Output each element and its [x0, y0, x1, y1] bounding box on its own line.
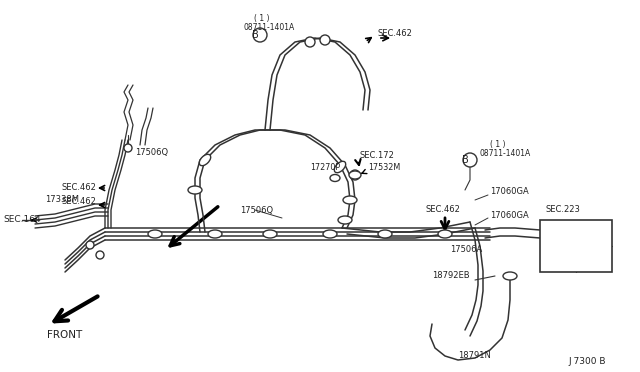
Circle shape — [320, 35, 330, 45]
Text: ( 1 ): ( 1 ) — [254, 15, 269, 23]
Ellipse shape — [323, 230, 337, 238]
Text: B: B — [461, 155, 468, 165]
Circle shape — [86, 241, 94, 249]
Text: 17532M: 17532M — [368, 164, 400, 173]
Text: 17506Q: 17506Q — [135, 148, 168, 157]
Bar — [540, 220, 612, 272]
Text: FRONT: FRONT — [47, 330, 83, 340]
Ellipse shape — [503, 272, 517, 280]
Text: 17338M: 17338M — [45, 196, 79, 205]
Ellipse shape — [349, 171, 361, 179]
Ellipse shape — [208, 230, 222, 238]
Text: 08711-1401A: 08711-1401A — [244, 22, 295, 32]
Ellipse shape — [343, 196, 357, 204]
Circle shape — [463, 153, 477, 167]
Text: 17060GA: 17060GA — [490, 211, 529, 219]
Ellipse shape — [148, 230, 162, 238]
Text: 17506A: 17506A — [450, 246, 483, 254]
Circle shape — [350, 170, 360, 180]
Text: SEC.164: SEC.164 — [3, 215, 40, 224]
Text: J 7300 B: J 7300 B — [568, 357, 605, 366]
Text: SEC.462: SEC.462 — [62, 183, 97, 192]
Ellipse shape — [199, 154, 211, 166]
Text: 18791N: 18791N — [458, 350, 491, 359]
Ellipse shape — [438, 230, 452, 238]
Text: SEC.462: SEC.462 — [378, 29, 413, 38]
Ellipse shape — [378, 230, 392, 238]
Text: 17060GA: 17060GA — [490, 187, 529, 196]
Text: 17506Q: 17506Q — [240, 205, 273, 215]
Ellipse shape — [263, 230, 277, 238]
Circle shape — [96, 251, 104, 259]
Text: 17270P: 17270P — [310, 164, 340, 173]
Text: SEC.462: SEC.462 — [425, 205, 460, 215]
Text: 18792EB: 18792EB — [432, 272, 470, 280]
Text: SEC.172: SEC.172 — [360, 151, 395, 160]
Ellipse shape — [334, 161, 346, 173]
Circle shape — [124, 144, 132, 152]
Text: SEC.462: SEC.462 — [62, 198, 97, 206]
Text: 08711-1401A: 08711-1401A — [480, 148, 531, 157]
Circle shape — [305, 37, 315, 47]
Ellipse shape — [188, 186, 202, 194]
Ellipse shape — [330, 174, 340, 182]
Text: SEC.223: SEC.223 — [545, 205, 580, 215]
Text: ( 1 ): ( 1 ) — [490, 141, 506, 150]
Ellipse shape — [338, 216, 352, 224]
Circle shape — [253, 28, 267, 42]
Text: B: B — [252, 30, 259, 40]
